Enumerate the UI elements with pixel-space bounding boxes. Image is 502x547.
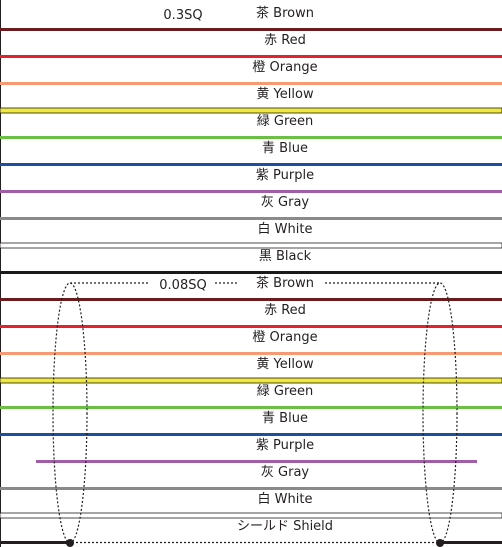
- shield-terminal-left: [66, 539, 74, 547]
- wire-line-yellow-g1: [0, 377, 502, 384]
- wire-label-black: 黒 Black: [258, 249, 312, 264]
- wire-label-blue: 青 Blue: [262, 411, 308, 426]
- shield-ellipse-left: [52, 282, 88, 544]
- gauge-label-0-3sq: 0.3SQ: [163, 8, 203, 23]
- wire-label-white: 白 White: [257, 222, 313, 237]
- wire-label-yellow: 黄 Yellow: [256, 357, 314, 372]
- shield-ellipse-right: [422, 282, 458, 544]
- wire-line-yellow-g0: [0, 107, 502, 114]
- wire-label-brown: 茶 Brown: [256, 276, 314, 291]
- wire-line-white-g0: [0, 242, 502, 249]
- wire-label-purple: 紫 Purple: [255, 168, 315, 183]
- wire-line-white-g1: [0, 512, 502, 519]
- wire-label-purple: 紫 Purple: [255, 438, 315, 453]
- wire-label-green: 緑 Green: [256, 384, 314, 399]
- wire-label-blue: 青 Blue: [262, 141, 308, 156]
- wire-label-red: 赤 Red: [264, 33, 306, 48]
- wire-label-green: 緑 Green: [256, 114, 314, 129]
- gauge-label-0-08sq: 0.08SQ: [157, 276, 209, 296]
- wire-label-shield: シールド Shield: [236, 519, 334, 534]
- wire-label-red: 赤 Red: [264, 303, 306, 318]
- wire-label-gray: 灰 Gray: [260, 195, 310, 210]
- shield-terminal-right: [436, 539, 444, 547]
- wire-label-yellow: 黄 Yellow: [256, 87, 314, 102]
- wire-label-white: 白 White: [257, 492, 313, 507]
- wire-label-brown: 茶 Brown: [256, 6, 314, 21]
- wire-label-orange: 橙 Orange: [252, 60, 318, 75]
- wire-label-gray: 灰 Gray: [260, 465, 310, 480]
- wire-label-orange: 橙 Orange: [252, 330, 318, 345]
